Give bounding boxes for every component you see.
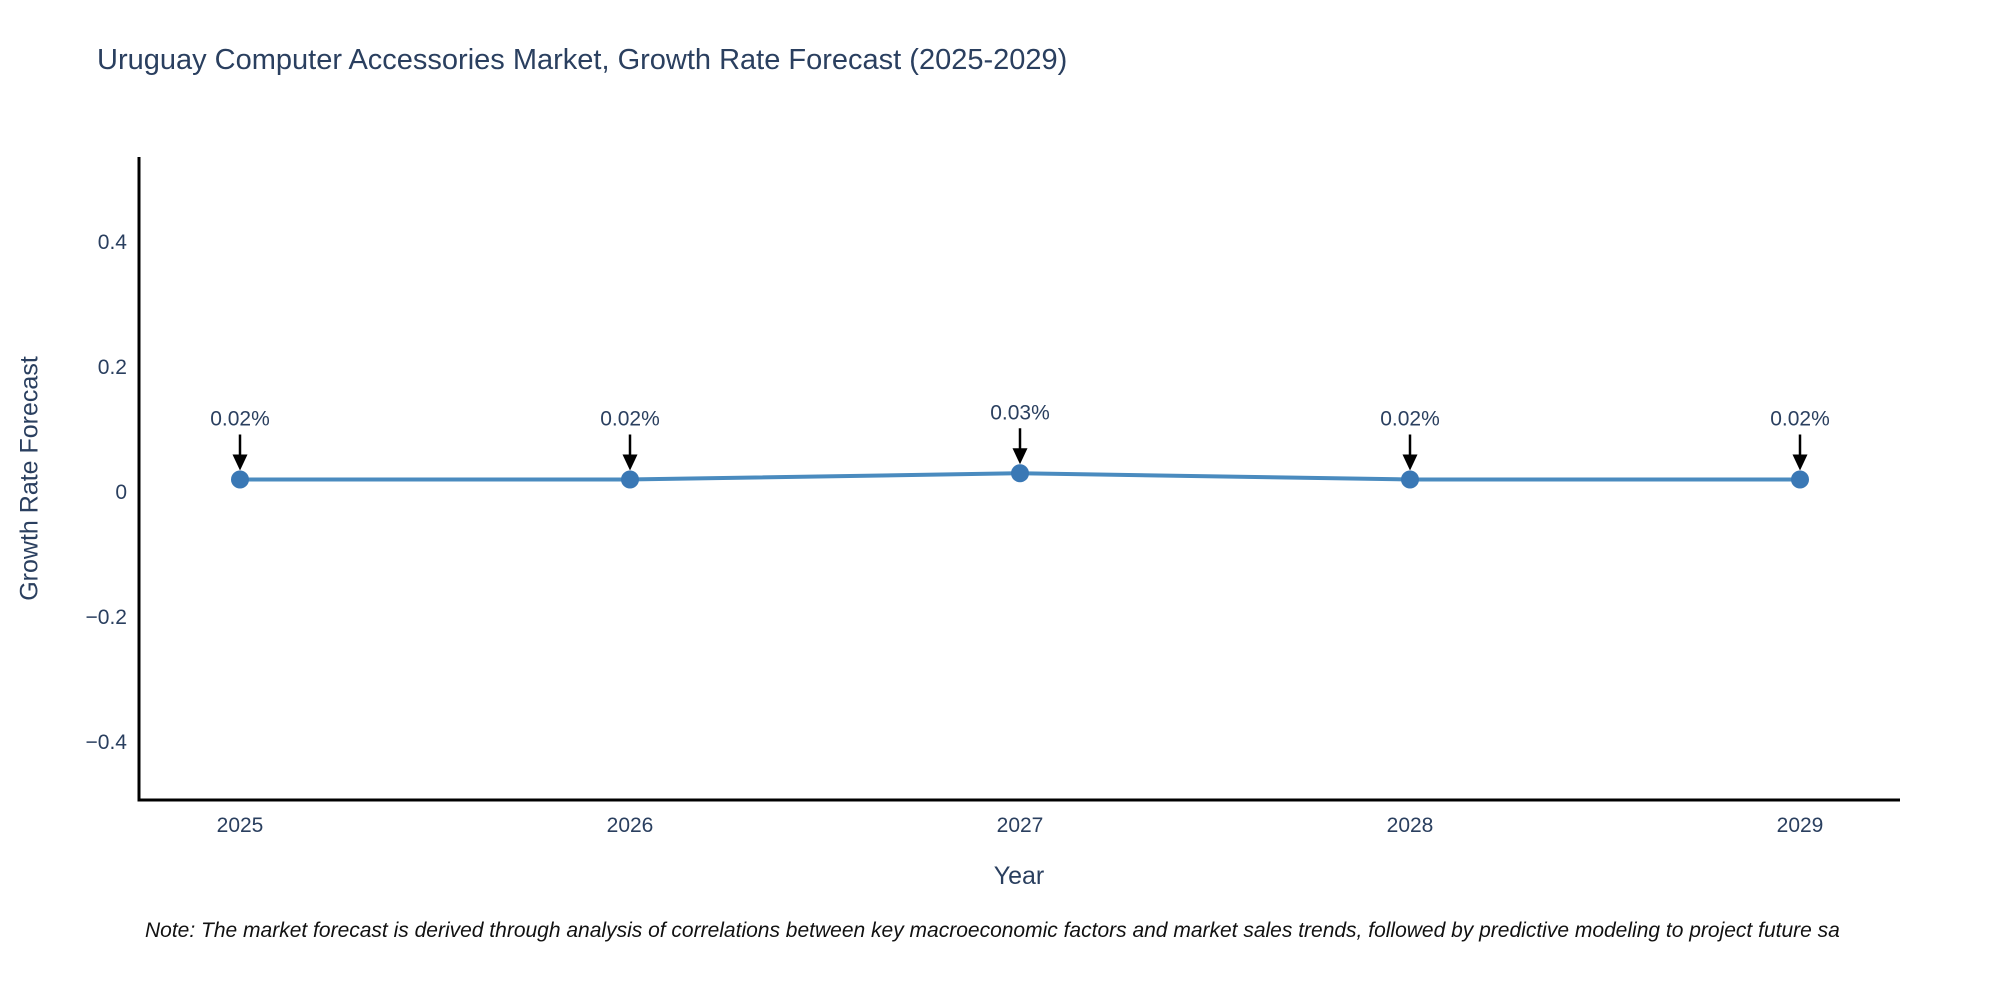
chart-title: Uruguay Computer Accessories Market, Gro…: [97, 44, 1068, 76]
data-point: [1401, 470, 1419, 489]
down-arrow-icon: [1402, 454, 1418, 471]
point-annotation: 0.02%: [600, 408, 660, 431]
point-annotation: 0.03%: [990, 401, 1050, 424]
x-tick-label: 2026: [607, 814, 654, 837]
data-point: [621, 470, 639, 489]
data-point: [1791, 470, 1809, 489]
x-tick-label: 2025: [217, 814, 264, 837]
data-point: [231, 470, 249, 489]
y-tick-label: 0.4: [98, 231, 128, 254]
point-annotation: 0.02%: [1770, 408, 1830, 431]
x-tick-label: 2028: [1387, 814, 1434, 837]
down-arrow-icon: [622, 454, 638, 471]
y-tick-label: −0.2: [86, 606, 127, 629]
footnote: Note: The market forecast is derived thr…: [145, 919, 1840, 942]
point-annotation: 0.02%: [1380, 408, 1440, 431]
data-point: [1011, 464, 1029, 483]
y-tick-label: 0.2: [98, 356, 127, 379]
down-arrow-icon: [232, 454, 248, 471]
down-arrow-icon: [1012, 448, 1028, 465]
x-axis-title: Year: [993, 862, 1045, 890]
point-annotation: 0.02%: [210, 408, 270, 431]
down-arrow-icon: [1792, 454, 1808, 471]
y-tick-label: −0.4: [86, 731, 128, 754]
x-tick-label: 2027: [997, 814, 1044, 837]
x-tick-label: 2029: [1777, 814, 1824, 837]
y-tick-label: 0: [115, 481, 127, 504]
